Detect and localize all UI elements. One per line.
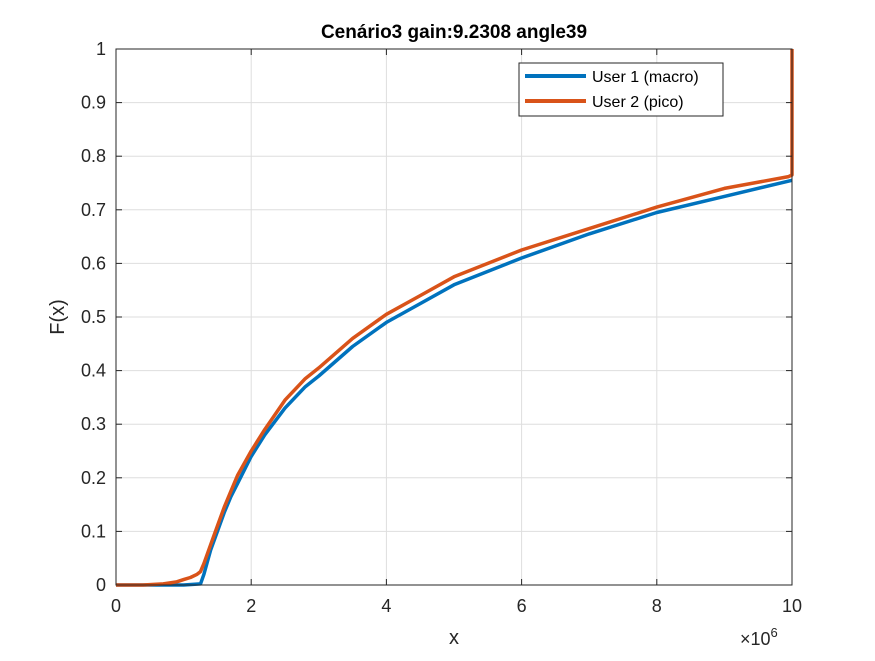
y-tick-label: 0.8 — [81, 146, 106, 166]
legend-box — [518, 62, 724, 117]
legend: User 1 (macro) User 2 (pico) — [518, 62, 724, 117]
y-tick-label: 0 — [96, 575, 106, 595]
x-exponent-base: ×10 — [740, 629, 771, 649]
x-exponent-label: ×106 — [740, 625, 778, 649]
y-tick-label: 0.7 — [81, 200, 106, 220]
y-tick-label: 1 — [96, 39, 106, 59]
x-tick-label: 6 — [517, 596, 527, 616]
y-tick-label: 0.9 — [81, 93, 106, 113]
y-tick-label: 0.6 — [81, 253, 106, 273]
x-axis-label: x — [449, 627, 459, 649]
y-tick-label: 0.3 — [81, 414, 106, 434]
x-exponent-power: 6 — [771, 625, 778, 640]
x-tick-label: 0 — [111, 596, 121, 616]
legend-label-user2: User 2 (pico) — [592, 94, 684, 111]
y-axis-label: F(x) — [47, 299, 69, 335]
chart-title: Cenário3 gain:9.2308 angle39 — [321, 22, 587, 43]
y-tick-label: 0.4 — [81, 361, 106, 381]
y-tick-label: 0.2 — [81, 468, 106, 488]
x-tick-label: 2 — [246, 596, 256, 616]
x-tick-label: 4 — [381, 596, 391, 616]
y-tick-label: 0.5 — [81, 307, 106, 327]
legend-label-user1: User 1 (macro) — [592, 69, 699, 86]
x-tick-label: 10 — [782, 596, 802, 616]
series-line-2 — [116, 49, 794, 587]
series-layer — [116, 49, 794, 587]
ticks: 0 2 4 6 8 10 0 0.1 0.2 0.3 0.4 0.5 0.6 0.7 0.8 0.9 1 — [81, 39, 802, 616]
x-tick-label: 8 — [652, 596, 662, 616]
y-tick-label: 0.1 — [81, 521, 106, 541]
series-line-1 — [116, 178, 793, 587]
